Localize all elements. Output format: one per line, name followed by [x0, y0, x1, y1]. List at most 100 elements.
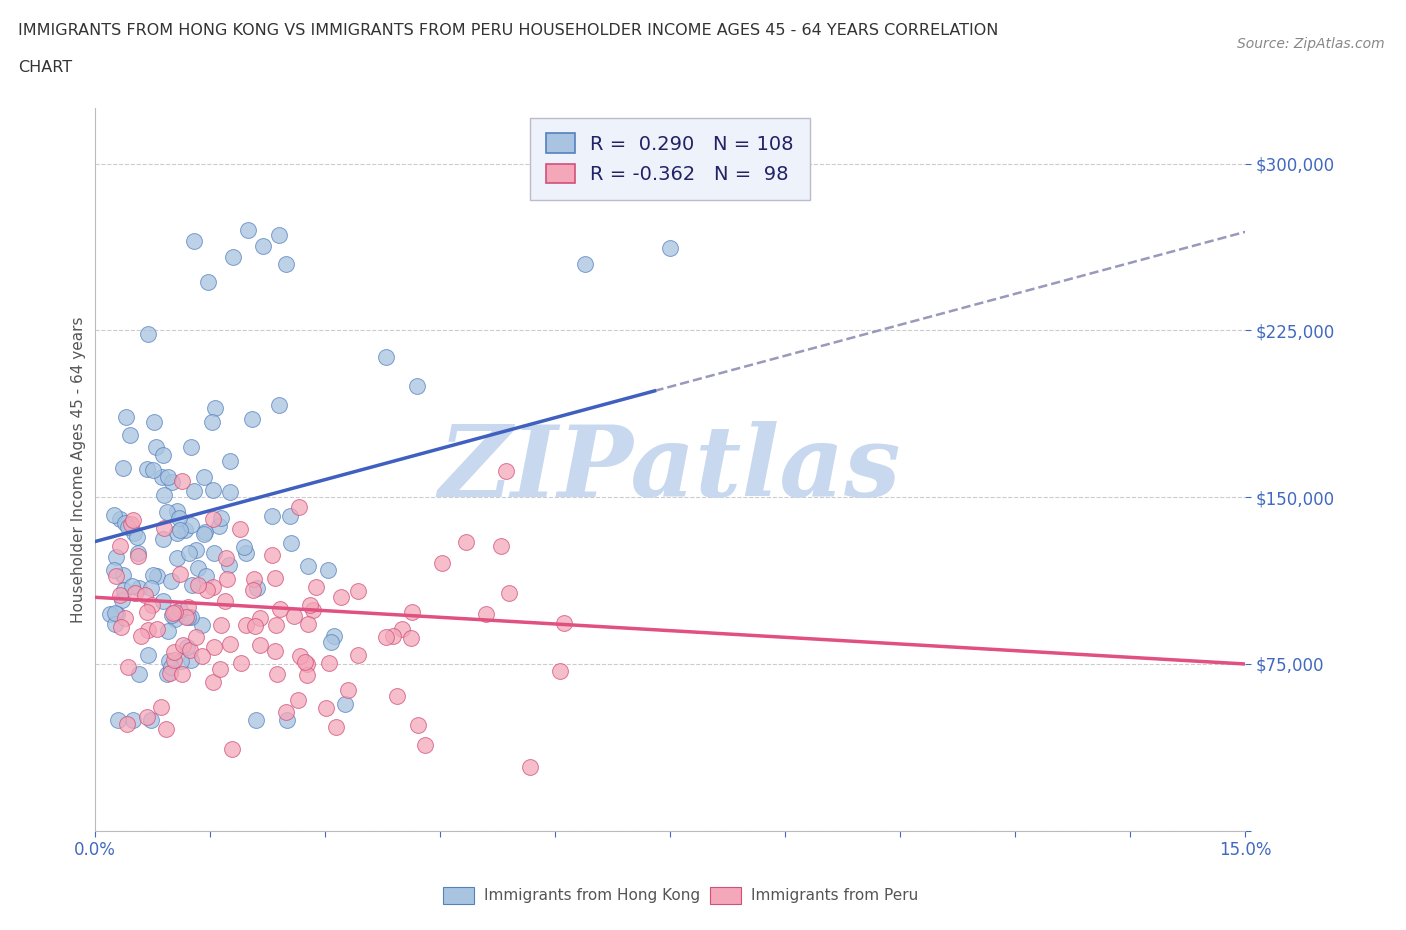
Point — [127, 548, 149, 563]
Point — [191, 618, 214, 632]
Point — [276, 712, 298, 727]
Point — [202, 546, 225, 561]
Point — [202, 674, 225, 689]
Point — [169, 566, 191, 581]
Point — [160, 659, 183, 674]
Point — [333, 697, 356, 711]
Point — [249, 610, 271, 625]
Point — [208, 662, 231, 677]
Point — [108, 588, 131, 603]
Point — [152, 593, 174, 608]
Point — [117, 659, 139, 674]
Point — [336, 683, 359, 698]
Point — [385, 688, 408, 703]
Point — [187, 578, 209, 592]
Point — [290, 649, 312, 664]
Point — [170, 653, 193, 668]
Point — [297, 617, 319, 631]
Point — [111, 593, 134, 608]
Point — [136, 604, 159, 619]
Point — [183, 234, 205, 249]
Point — [550, 664, 572, 679]
Point — [183, 484, 205, 498]
Point — [233, 539, 256, 554]
Point — [382, 629, 405, 644]
Point — [121, 512, 143, 527]
Point — [266, 666, 288, 681]
Point — [229, 522, 252, 537]
Point — [298, 597, 321, 612]
Point — [267, 227, 290, 242]
Point — [322, 629, 344, 644]
Point — [201, 415, 224, 430]
Point — [166, 526, 188, 541]
Point — [260, 548, 283, 563]
Point — [287, 499, 309, 514]
Point — [105, 568, 128, 583]
Point — [215, 551, 238, 565]
Point — [104, 550, 127, 565]
Text: IMMIGRANTS FROM HONG KONG VS IMMIGRANTS FROM PERU HOUSEHOLDER INCOME AGES 45 - 6: IMMIGRANTS FROM HONG KONG VS IMMIGRANTS … — [18, 23, 998, 38]
Point — [172, 637, 194, 652]
Point — [264, 570, 287, 585]
Point — [218, 636, 240, 651]
Point — [114, 515, 136, 530]
Point — [454, 535, 477, 550]
Point — [391, 621, 413, 636]
Point — [107, 712, 129, 727]
Point — [179, 643, 201, 658]
Point — [117, 520, 139, 535]
Point — [122, 525, 145, 540]
Point — [405, 379, 427, 393]
Point — [181, 578, 204, 592]
Point — [136, 710, 159, 724]
Point — [329, 590, 352, 604]
Point — [202, 512, 225, 526]
Point — [229, 655, 252, 670]
Point — [105, 607, 128, 622]
Point — [180, 518, 202, 533]
Point — [127, 545, 149, 560]
Point — [193, 470, 215, 485]
Point — [243, 572, 266, 587]
Point — [283, 609, 305, 624]
Point — [236, 223, 259, 238]
Point — [214, 593, 236, 608]
Point — [112, 582, 135, 597]
Point — [121, 578, 143, 593]
Point — [432, 555, 454, 570]
Point — [180, 609, 202, 624]
Point — [174, 610, 197, 625]
Point — [209, 618, 232, 632]
Point — [98, 606, 121, 621]
Point — [136, 622, 159, 637]
Point — [287, 693, 309, 708]
Point — [474, 606, 496, 621]
Point — [201, 482, 224, 497]
Point — [209, 511, 232, 525]
Point — [318, 656, 340, 671]
Point — [413, 737, 436, 752]
Point — [177, 600, 200, 615]
Point — [295, 667, 318, 682]
Point — [110, 512, 132, 526]
Point — [495, 463, 517, 478]
Point — [156, 470, 179, 485]
Point — [162, 606, 184, 621]
Point — [180, 439, 202, 454]
Point — [235, 618, 257, 632]
Point — [103, 605, 125, 620]
Point — [325, 719, 347, 734]
Point — [166, 551, 188, 565]
Point — [274, 704, 297, 719]
Point — [401, 604, 423, 619]
Point — [128, 580, 150, 595]
Point — [218, 557, 240, 572]
Point — [204, 401, 226, 416]
Point — [260, 508, 283, 523]
Point — [155, 721, 177, 736]
Point — [170, 666, 193, 681]
Point — [111, 461, 134, 476]
Point — [134, 588, 156, 603]
Point — [553, 616, 575, 631]
